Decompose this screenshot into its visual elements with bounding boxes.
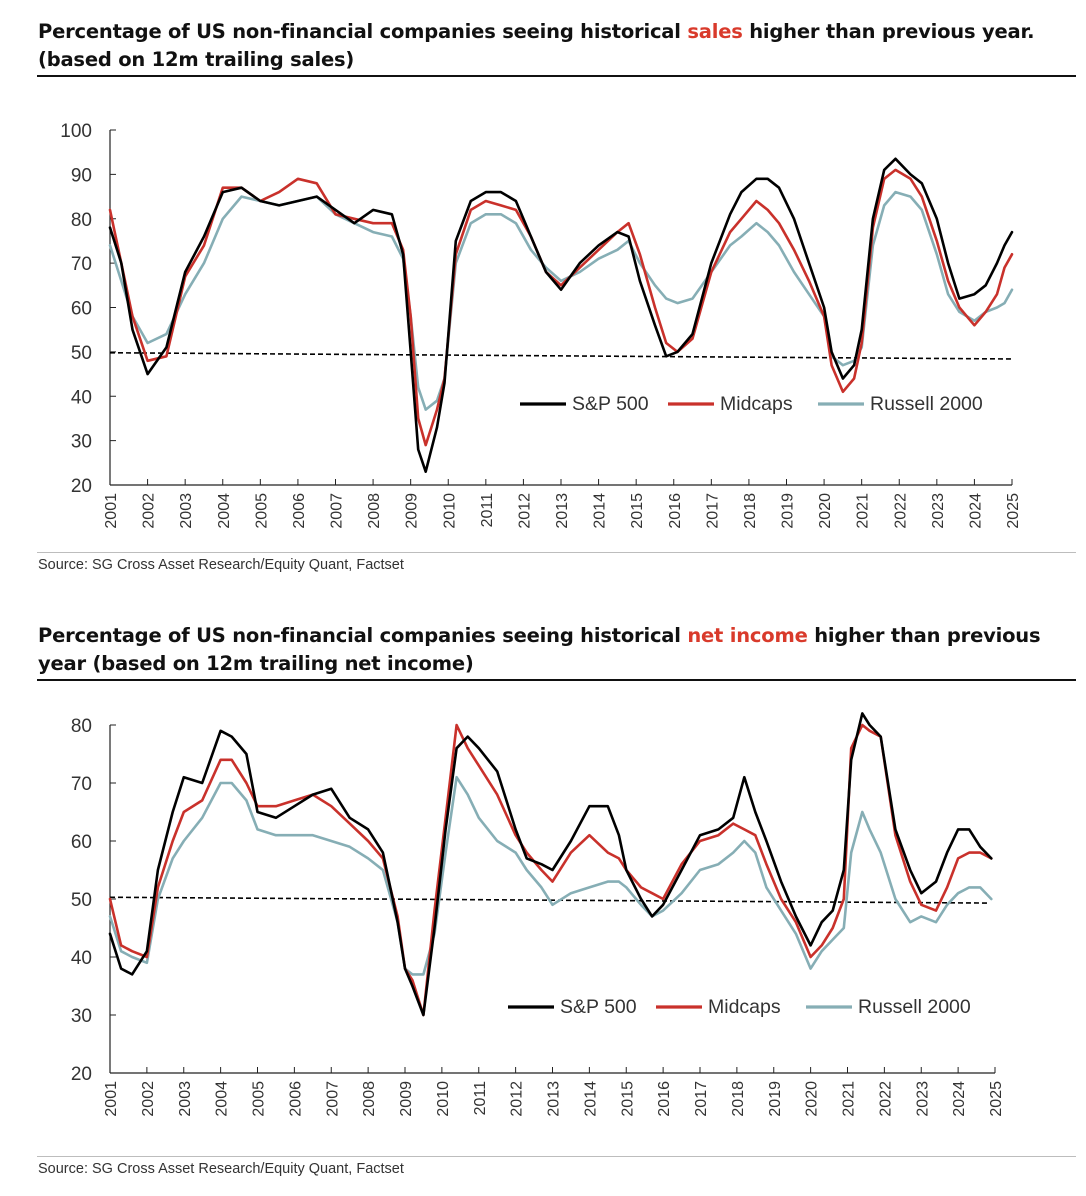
x-tick-label: 2024 [967,493,984,529]
x-tick-label: 2019 [780,493,797,529]
x-tick-label: 2006 [291,493,308,529]
source-note: Source: SG Cross Asset Research/Equity Q… [38,557,404,573]
legend-label-midcaps: Midcaps [720,393,793,415]
x-tick-label: 2003 [178,493,195,529]
x-tick-label: 2020 [804,1081,821,1117]
legend-label-russell: Russell 2000 [858,996,971,1018]
x-tick-label: 2004 [216,493,233,529]
y-tick-label: 40 [71,387,92,408]
sales-line-chart: 20 30 40 50 60 70 80 90 100 2001 2002 2003 2004 2005 2… [60,121,1022,529]
x-tick-label: 2016 [667,493,684,529]
y-tick-label: 40 [71,948,92,969]
title-text: higher than previous [807,624,1041,647]
x-tick-label: 2001 [103,1081,120,1117]
x-tick-label: 2009 [404,493,421,529]
legend-label-midcaps: Midcaps [708,996,781,1018]
x-tick-label: 2005 [253,493,270,529]
title-text: higher than previous year. [742,20,1035,43]
title-text: Percentage of US non-financial companies… [38,624,688,647]
x-tick-label: 2022 [892,493,909,529]
y-tick-label: 30 [71,432,92,453]
x-tick-label: 2025 [988,1081,1005,1117]
x-tick-label: 2011 [472,1081,489,1116]
chart-title-net-income: Percentage of US non-financial companies… [38,622,1078,678]
x-tick-label: 2002 [140,1081,157,1117]
x-tick-label: 2021 [855,493,872,529]
source-rule [37,1156,1076,1157]
y-tick-label: 70 [71,774,92,795]
x-tick-label: 2019 [767,1081,784,1117]
x-tick-label: 2005 [251,1081,268,1117]
x-tick-label: 2013 [546,1081,563,1117]
x-tick-label: 2007 [324,1081,341,1117]
x-tick-label: 2009 [398,1081,415,1117]
title-line-2: year (based on 12m trailing net income) [38,652,474,675]
x-tick-label: 2017 [693,1081,710,1117]
y-tick-label: 80 [71,716,92,737]
title-rule [37,75,1076,77]
series-line-sp500 [108,157,1014,474]
x-tick-label: 2001 [103,493,120,529]
y-tick-label: 80 [71,210,92,231]
y-tick-label: 20 [71,476,92,497]
y-tick-label: 60 [71,832,92,853]
x-tick-label: 2020 [817,493,834,529]
x-tick-label: 2014 [582,1081,599,1117]
x-tick-label: 2018 [730,1081,747,1117]
x-tick-label: 2025 [1005,493,1022,529]
x-tick-label: 2006 [287,1081,304,1117]
x-tick-label: 2015 [629,493,646,529]
x-tick-label: 2003 [177,1081,194,1117]
x-tick-label: 2012 [516,493,533,529]
x-tick-label: 2014 [592,493,609,529]
x-tick-label: 2016 [656,1081,673,1117]
title-rule [37,679,1076,681]
y-tick-label: 70 [71,254,92,275]
y-tick-label: 50 [71,890,92,911]
series-line-russell [108,775,993,976]
x-tick-label: 2010 [441,493,458,529]
source-note: Source: SG Cross Asset Research/Equity Q… [38,1161,404,1177]
x-tick-label: 2011 [479,493,496,528]
y-tick-label: 50 [71,343,92,364]
x-tick-label: 2023 [914,1081,931,1117]
source-rule [37,552,1076,553]
net-income-line-chart: 20 30 40 50 60 70 80 2001 2002 2003 2004 2005 2006 20… [71,712,1005,1117]
x-tick-label: 2017 [704,493,721,529]
y-tick-label: 100 [60,121,92,142]
title-line-2: (based on 12m trailing sales) [38,48,355,71]
x-tick-label: 2024 [951,1081,968,1117]
legend-label-sp500: S&P 500 [560,996,637,1018]
x-tick-label: 2015 [619,1081,636,1117]
x-tick-label: 2012 [509,1081,526,1117]
chart-title-sales: Percentage of US non-financial companies… [38,18,1078,74]
x-tick-label: 2008 [361,1081,378,1117]
x-tick-label: 2023 [930,493,947,529]
y-tick-label: 30 [71,1006,92,1027]
chart-panel-sales: Percentage of US non-financial companies… [0,0,1086,590]
y-tick-label: 90 [71,165,92,186]
x-tick-label: 2010 [435,1081,452,1117]
x-tick-label: 2008 [366,493,383,529]
series-line-midcaps [108,168,1014,447]
title-highlight: sales [687,20,743,43]
x-tick-label: 2013 [554,493,571,529]
title-highlight: net income [687,624,808,647]
legend-label-russell: Russell 2000 [870,393,983,415]
x-tick-label: 2018 [742,493,759,529]
x-tick-label: 2022 [877,1081,894,1117]
x-tick-label: 2021 [841,1081,858,1117]
y-tick-label: 20 [71,1064,92,1085]
series-line-sp500 [108,712,993,1017]
x-tick-label: 2007 [329,493,346,529]
title-text: Percentage of US non-financial companies… [38,20,688,43]
reference-line-50 [109,351,1013,360]
x-tick-label: 2002 [141,493,158,529]
legend-label-sp500: S&P 500 [572,393,649,415]
y-tick-label: 60 [71,299,92,320]
x-tick-label: 2004 [214,1081,231,1117]
